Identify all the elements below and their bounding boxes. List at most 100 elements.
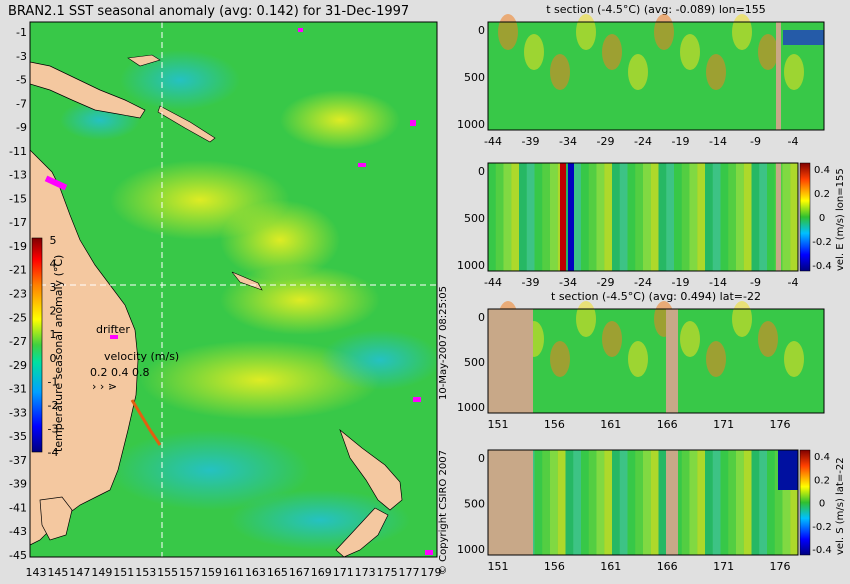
map-x-tick: 175 xyxy=(377,566,398,579)
map-y-tick: -31 xyxy=(9,383,27,396)
velocity-stripe xyxy=(565,450,574,555)
map-y-tick: -45 xyxy=(9,549,27,562)
map-y-tick: -35 xyxy=(9,430,27,443)
velocity-stripe xyxy=(689,450,698,555)
section-x-tick: -24 xyxy=(634,135,652,148)
map-y-tick: -3 xyxy=(16,50,27,63)
section-panel-1: t section (-4.5°C) (avg: -0.089) lon=155… xyxy=(457,3,825,148)
section-x-tick: 176 xyxy=(770,418,791,431)
velocity-colorbar-tick: 0.2 xyxy=(814,475,830,486)
section-x-tick: -14 xyxy=(709,135,727,148)
velocity-colorbar xyxy=(799,162,811,272)
velocity-stripe xyxy=(604,163,612,271)
section-land xyxy=(666,450,678,555)
map-x-tick: 145 xyxy=(47,566,68,579)
velocity-stripe xyxy=(573,450,581,555)
section-x-tick: 156 xyxy=(544,418,565,431)
section-title: t section (-4.5°C) (avg: -0.089) lon=155 xyxy=(546,3,766,16)
velocity-scale: 0.2 0.4 0.8 xyxy=(90,366,149,379)
section-x-tick: -34 xyxy=(559,135,577,148)
velocity-jet-red xyxy=(560,163,566,271)
velocity-colorbar-tick: 0.4 xyxy=(814,452,830,463)
section-x-tick: 151 xyxy=(488,560,509,573)
anomaly-patch xyxy=(706,341,726,377)
map-x-tick: 155 xyxy=(157,566,178,579)
velocity-arrows: › › ⋗ xyxy=(92,380,117,393)
velocity-colorbar-tick: 0.4 xyxy=(814,165,830,176)
velocity-stripe xyxy=(581,163,589,271)
section-y-tick: 500 xyxy=(464,71,485,84)
section-x-tick: -9 xyxy=(750,276,761,289)
velocity-stripe xyxy=(705,450,713,555)
velocity-stripe xyxy=(736,163,744,271)
section-y-tick: 0 xyxy=(478,24,485,37)
section-y-tick: 0 xyxy=(478,452,485,465)
nz-north-land xyxy=(339,428,403,511)
map-y-tick: -13 xyxy=(9,169,27,182)
velocity-stripe xyxy=(697,163,705,271)
map-x-tick: 169 xyxy=(311,566,332,579)
section-x-tick: -14 xyxy=(709,276,727,289)
section-x-tick: -39 xyxy=(522,135,540,148)
section-x-tick: 161 xyxy=(600,418,621,431)
velocity-stripe xyxy=(550,450,558,555)
section-x-tick: 166 xyxy=(657,560,678,573)
anomaly-patch xyxy=(628,341,648,377)
section-land xyxy=(776,22,781,130)
velocity-stripe xyxy=(767,450,775,555)
velocity-stripe xyxy=(658,450,667,555)
section-y-tick: 500 xyxy=(464,498,485,511)
velocity-stripe xyxy=(681,450,690,555)
velocity-stripe xyxy=(588,163,597,271)
section-x-tick: -4 xyxy=(788,135,799,148)
copyright-stamp: © Copyright CSIRO 2007 xyxy=(438,450,449,575)
map-y-tick: -23 xyxy=(9,288,27,301)
velocity-stripe xyxy=(550,163,558,271)
velocity-stripe xyxy=(689,163,698,271)
map-x-tick: 157 xyxy=(179,566,200,579)
map-y-tick: -5 xyxy=(16,74,27,87)
velocity-stripe xyxy=(674,163,682,271)
map-x-tick: 143 xyxy=(26,566,47,579)
temp-colorbar xyxy=(31,237,43,453)
map-frame xyxy=(29,21,438,558)
drifter-label: drifter xyxy=(96,323,130,336)
map-x-tick: 173 xyxy=(355,566,376,579)
map-y-tick: -15 xyxy=(9,192,27,205)
velocity-colorbar-tick: -0.4 xyxy=(812,545,832,556)
velocity-stripe xyxy=(526,163,535,271)
velocity-stripe xyxy=(619,450,628,555)
map-title: BRAN2.1 SST seasonal anomaly (avg: 0.142… xyxy=(8,4,409,19)
section-frame xyxy=(487,449,799,556)
velocity-colorbar xyxy=(799,449,811,556)
nz-south-land xyxy=(335,507,389,558)
section-x-tick: -39 xyxy=(522,276,540,289)
anomaly-blob xyxy=(220,265,380,335)
section-x-tick: 166 xyxy=(657,418,678,431)
temp-colorbar-ticks: 5 4 3 2 1 0 -1 -2 -3 -4 xyxy=(48,234,59,459)
velocity-stripe xyxy=(596,450,605,555)
section-x-tick: -24 xyxy=(634,276,652,289)
temp-colorbar-tick: 3 xyxy=(50,281,57,294)
sst-map-panel: BRAN2.1 SST seasonal anomaly (avg: 0.142… xyxy=(8,4,442,579)
section-land xyxy=(488,450,533,555)
anomaly-patch xyxy=(784,341,804,377)
velocity-stripe xyxy=(581,450,589,555)
velocity-colorbar-label: vel. S (m/s) lat=-22 xyxy=(835,457,846,555)
anomaly-patch xyxy=(758,321,778,357)
temp-colorbar-tick: 1 xyxy=(50,328,57,341)
velocity-colorbar-label: vel. E (m/s) lon=155 xyxy=(835,168,846,271)
map-y-tick: -11 xyxy=(9,145,27,158)
section-land xyxy=(666,309,678,413)
temp-colorbar-tick: -1 xyxy=(48,375,59,388)
velocity-stripe xyxy=(759,163,767,271)
anomaly-patch xyxy=(784,54,804,90)
velocity-stripe xyxy=(697,450,705,555)
map-x-ticks: 143 145 147 149 151 153 155 157 159 161 163 165 167 1… xyxy=(26,566,442,579)
map-x-tick: 163 xyxy=(245,566,266,579)
anomaly-patch xyxy=(550,54,570,90)
section-frame xyxy=(487,21,825,131)
velocity-stripe xyxy=(588,450,597,555)
map-x-tick: 161 xyxy=(223,566,244,579)
cold-patch xyxy=(783,30,824,45)
